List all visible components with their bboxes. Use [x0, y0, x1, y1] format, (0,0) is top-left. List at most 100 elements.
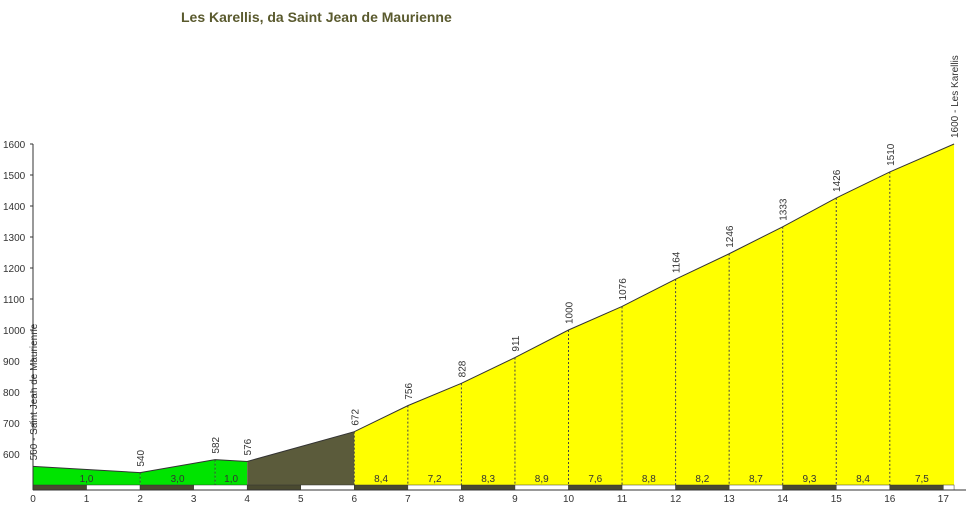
x-axis: 0 1 2 3 4 5 6 7 8 9 10 11 12 13 14 15 16 17 — [30, 494, 949, 505]
band-cell-15 — [836, 484, 891, 491]
segment-area-14 — [889, 144, 955, 485]
band-cell-16 — [889, 484, 944, 491]
y-tick-label-2: 1400 — [3, 202, 26, 213]
segment-area-1 — [140, 459, 216, 485]
y-tick-label-5: 1100 — [3, 295, 25, 306]
segment-area-2 — [215, 459, 248, 485]
x-tick-label-15: 15 — [831, 494, 843, 505]
elevation-label-13: 1426 — [832, 169, 843, 192]
segment-area-10 — [675, 253, 730, 485]
x-tick-label-8: 8 — [459, 494, 465, 505]
gradient-label-5: 7,2 — [428, 474, 442, 485]
elevation-label-4: 672 — [350, 409, 361, 426]
x-tick-label-0: 0 — [30, 494, 36, 505]
elevation-label-0: 560 - Saint Jean de Maurienne — [29, 323, 40, 460]
chart-title: Les Karellis, da Saint Jean de Maurienne — [181, 9, 452, 25]
segment-area-7 — [514, 330, 569, 485]
band-cell-11 — [621, 484, 676, 491]
gradient-label-12: 9,3 — [803, 474, 817, 485]
y-axis: 1600 1500 1400 1300 1200 1100 1000 900 800 700 600 — [3, 140, 34, 490]
y-tick-label-3: 1300 — [3, 233, 26, 244]
elevation-label-9: 1076 — [618, 278, 629, 301]
elevation-label-5: 756 — [404, 383, 415, 400]
elevation-label-1: 540 — [136, 449, 147, 466]
y-tick-label-1: 1500 — [3, 171, 26, 182]
x-tick-label-4: 4 — [244, 494, 250, 505]
band-cell-0 — [32, 484, 87, 491]
gradient-label-4: 8,4 — [374, 474, 388, 485]
y-tick-label-4: 1200 — [3, 264, 26, 275]
y-tick-label-10: 600 — [3, 450, 20, 461]
x-tick-label-13: 13 — [724, 494, 736, 505]
y-tick-label-8: 800 — [3, 388, 20, 399]
gradient-labels: 1,0 3,0 1,0 8,4 7,2 8,3 8,9 7,6 8,8 8,2 8,7 9,3 8,4 7… — [80, 474, 930, 485]
band-cell-4 — [246, 484, 301, 491]
gradient-label-10: 8,2 — [695, 474, 709, 485]
segment-area-3 — [247, 431, 355, 485]
elevation-label-15: 1600 - Les Karellis — [950, 55, 961, 138]
y-tick-label-6: 1000 — [3, 326, 26, 337]
y-tick-label-0: 1600 — [3, 140, 26, 151]
band-cell-6 — [354, 484, 409, 491]
band-cell-17 — [943, 484, 955, 491]
elevation-label-11: 1246 — [725, 225, 736, 248]
profile-line — [32, 143, 955, 474]
band-cell-8 — [461, 484, 516, 491]
elevation-label-8: 1000 — [565, 301, 576, 324]
gradient-label-7: 8,9 — [535, 474, 549, 485]
band-cell-1 — [86, 484, 141, 491]
segment-area-9 — [622, 279, 676, 485]
gradient-label-14: 7,5 — [915, 474, 929, 485]
gradient-label-13: 8,4 — [856, 474, 870, 485]
gradient-label-9: 8,8 — [642, 474, 656, 485]
x-tick-label-6: 6 — [352, 494, 358, 505]
x-tick-label-1: 1 — [84, 494, 90, 505]
segment-area-5 — [407, 383, 462, 485]
x-tick-label-16: 16 — [884, 494, 896, 505]
x-tick-label-5: 5 — [298, 494, 304, 505]
elevation-label-7: 911 — [511, 335, 522, 351]
segment-area-6 — [461, 357, 515, 485]
segment-area-13 — [836, 171, 890, 485]
y-tick-label-9: 700 — [3, 419, 20, 430]
band-cell-7 — [407, 484, 462, 491]
band-cell-5 — [300, 484, 355, 491]
gradient-label-11: 8,7 — [749, 474, 763, 485]
x-tick-label-11: 11 — [617, 494, 628, 505]
elevation-label-14: 1510 — [886, 143, 897, 166]
x-tick-label-10: 10 — [563, 494, 575, 505]
segment-area-11 — [729, 226, 783, 485]
gradient-label-1: 3,0 — [171, 474, 185, 485]
gradient-label-8: 7,6 — [588, 474, 602, 485]
x-tick-label-12: 12 — [670, 494, 682, 505]
elevation-label-10: 1164 — [672, 251, 683, 273]
elevation-label-3: 576 — [243, 438, 254, 455]
band-cell-2 — [139, 484, 194, 491]
elevation-labels: 560 - Saint Jean de Maurienne 540 582 576 67… — [29, 55, 961, 466]
band-cell-12 — [675, 484, 730, 491]
y-tick-label-7: 900 — [3, 357, 20, 368]
elevation-label-6: 828 — [457, 360, 468, 377]
band-cell-9 — [514, 484, 569, 491]
segment-area-8 — [568, 306, 623, 485]
segment-dividers — [139, 171, 891, 485]
gradient-label-2: 1,0 — [224, 474, 238, 485]
segment-area-0 — [33, 466, 141, 485]
band-cell-10 — [568, 484, 623, 491]
band-cell-13 — [728, 484, 783, 491]
band-cell-3 — [193, 484, 248, 491]
climb-segments — [33, 144, 955, 485]
x-tick-label-7: 7 — [405, 494, 411, 505]
band-cell-14 — [782, 484, 837, 491]
x-tick-label-9: 9 — [512, 494, 518, 505]
x-tick-label-17: 17 — [938, 494, 950, 505]
elevation-label-2: 582 — [211, 436, 222, 453]
gradient-band — [32, 484, 966, 491]
x-tick-label-3: 3 — [191, 494, 197, 505]
gradient-label-6: 8,3 — [481, 474, 495, 485]
x-tick-label-2: 2 — [137, 494, 143, 505]
elevation-label-12: 1333 — [779, 198, 790, 221]
x-tick-label-14: 14 — [777, 494, 789, 505]
segment-area-12 — [782, 197, 837, 485]
